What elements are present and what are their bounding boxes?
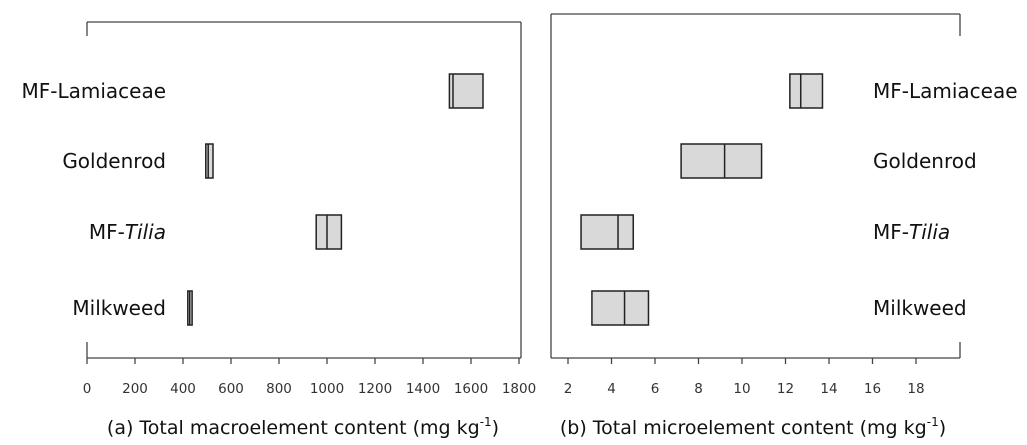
- x-tick-label: 2: [564, 381, 573, 397]
- x-tick-label: 800: [266, 381, 292, 397]
- category-label: MF-Lamiaceae: [21, 79, 166, 103]
- category-label: Milkweed: [72, 296, 166, 320]
- box-mf-lamiaceae: [789, 73, 824, 109]
- x-tick-label: 4: [607, 381, 616, 397]
- panel-b: 2 4 6 8 10 12 14 16 18 MF-Lamiaceae Goldenrod MF-Ti…: [564, 73, 1018, 397]
- category-label: MF-Tilia: [89, 220, 166, 244]
- x-tick-label: 16: [864, 381, 881, 397]
- category-label: Goldenrod: [873, 149, 977, 173]
- box-goldenrod: [680, 143, 763, 179]
- panel-a: 0 200 400 600 800 1000 1200 1400 1600 1800 MF-Lami…: [21, 73, 536, 397]
- x-tick-label: 1800: [502, 381, 536, 397]
- box-goldenrod: [205, 143, 214, 179]
- x-tick-label: 8: [694, 381, 703, 397]
- x-tick-label: 600: [218, 381, 244, 397]
- x-tick-label: 10: [733, 381, 750, 397]
- box-mf-tilia: [315, 214, 343, 250]
- x-tick-label: 18: [907, 381, 924, 397]
- panel-b-frame: [550, 13, 961, 359]
- category-label: MF-Tilia: [873, 220, 950, 244]
- category-label: Goldenrod: [62, 149, 166, 173]
- panel-a-frame: [86, 21, 522, 359]
- x-tick-label: 6: [651, 381, 660, 397]
- panel-a-xlabel: (a) Total macroelement content (mg kg-1): [107, 415, 499, 439]
- category-label: MF-Lamiaceae: [873, 79, 1018, 103]
- x-tick-label: 0: [83, 381, 92, 397]
- x-tick-label: 1200: [358, 381, 392, 397]
- x-tick-label: 1600: [454, 381, 488, 397]
- box-mf-tilia: [580, 214, 634, 250]
- x-tick-label: 12: [777, 381, 794, 397]
- x-tick-label: 1000: [310, 381, 344, 397]
- x-tick-label: 1400: [406, 381, 440, 397]
- category-label: Milkweed: [873, 296, 967, 320]
- panel-b-xlabel: (b) Total microelement content (mg kg-1): [560, 415, 946, 439]
- x-tick-label: 400: [170, 381, 196, 397]
- x-tick-label: 14: [820, 381, 837, 397]
- box-milkweed: [591, 290, 650, 326]
- x-tick-label: 200: [122, 381, 148, 397]
- box-mf-lamiaceae: [448, 73, 484, 109]
